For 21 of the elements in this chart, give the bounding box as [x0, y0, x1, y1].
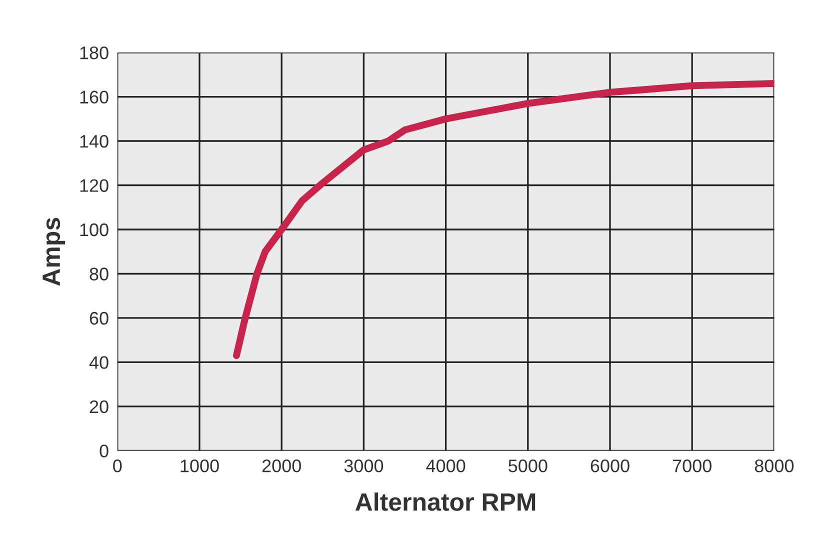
y-tick-label: 0 — [100, 444, 108, 458]
x-tick-label: 7000 — [672, 460, 712, 472]
y-axis-title: Amps — [42, 218, 66, 286]
y-tick-label: 80 — [90, 268, 108, 280]
x-axis-title: Alternator RPM — [355, 492, 536, 511]
y-tick-label: 180 — [80, 46, 108, 60]
x-tick-label: 5000 — [508, 460, 548, 472]
y-tick-label: 160 — [80, 90, 108, 104]
x-tick-label: 1000 — [180, 460, 219, 472]
y-tick-label: 100 — [80, 223, 108, 236]
y-tick-label: 120 — [80, 179, 108, 192]
y-tick-label: 60 — [90, 312, 108, 325]
x-tick-label: 2000 — [262, 460, 301, 472]
y-tick-label: 140 — [80, 134, 108, 148]
x-tick-label: 8000 — [754, 460, 794, 472]
y-tick-label: 40 — [89, 356, 108, 369]
x-tick-label: 0 — [113, 460, 122, 472]
x-tick-label: 3000 — [344, 460, 384, 472]
x-tick-label: 6000 — [590, 460, 630, 472]
x-tick-label: 4000 — [426, 460, 466, 472]
y-tick-label: 20 — [90, 400, 108, 414]
